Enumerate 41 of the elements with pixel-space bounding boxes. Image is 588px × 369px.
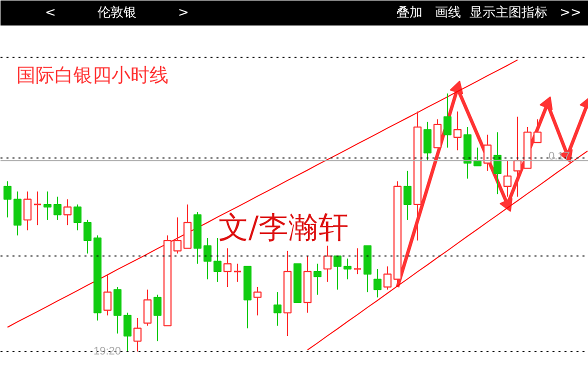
candlestick xyxy=(344,258,352,280)
candlestick xyxy=(303,256,312,314)
candlestick xyxy=(223,248,232,288)
text: 显示主图指标 xyxy=(470,4,548,20)
candlestick xyxy=(314,263,322,296)
candlestick xyxy=(204,237,212,280)
point xyxy=(450,80,464,94)
candlestick xyxy=(33,191,42,226)
text: >> xyxy=(560,6,582,20)
point xyxy=(500,198,512,212)
candlestick xyxy=(503,160,512,198)
candlestick xyxy=(413,111,422,242)
candlestick xyxy=(513,116,522,198)
candlestick xyxy=(464,126,472,180)
candlestick xyxy=(453,111,462,151)
candlestick xyxy=(494,132,502,195)
annotation: 19:20 xyxy=(94,346,122,358)
candlestick xyxy=(133,317,142,352)
candlestick xyxy=(23,191,32,231)
text: 叠加 xyxy=(396,6,422,20)
candlestick xyxy=(194,212,202,264)
candlestick xyxy=(444,93,452,148)
candlestick xyxy=(44,191,52,220)
candlestick xyxy=(404,170,412,220)
text: < xyxy=(45,6,56,20)
candlestick xyxy=(483,134,492,172)
point xyxy=(540,96,553,110)
chart-title: 国际白银四小时线 xyxy=(16,64,168,86)
candlestick xyxy=(323,245,332,282)
text: 伦敦银 xyxy=(98,6,136,20)
candlestick xyxy=(154,294,162,342)
candlestick xyxy=(274,292,282,326)
candlestick xyxy=(233,263,242,282)
annotation: 文/李瀚轩 xyxy=(218,210,349,246)
candlestick xyxy=(283,250,292,337)
candlestick xyxy=(14,191,22,236)
text: 画线 xyxy=(435,6,461,20)
candlestick xyxy=(374,268,382,298)
candlestick xyxy=(4,180,12,218)
text: > xyxy=(178,6,189,20)
candlestick xyxy=(63,198,72,226)
